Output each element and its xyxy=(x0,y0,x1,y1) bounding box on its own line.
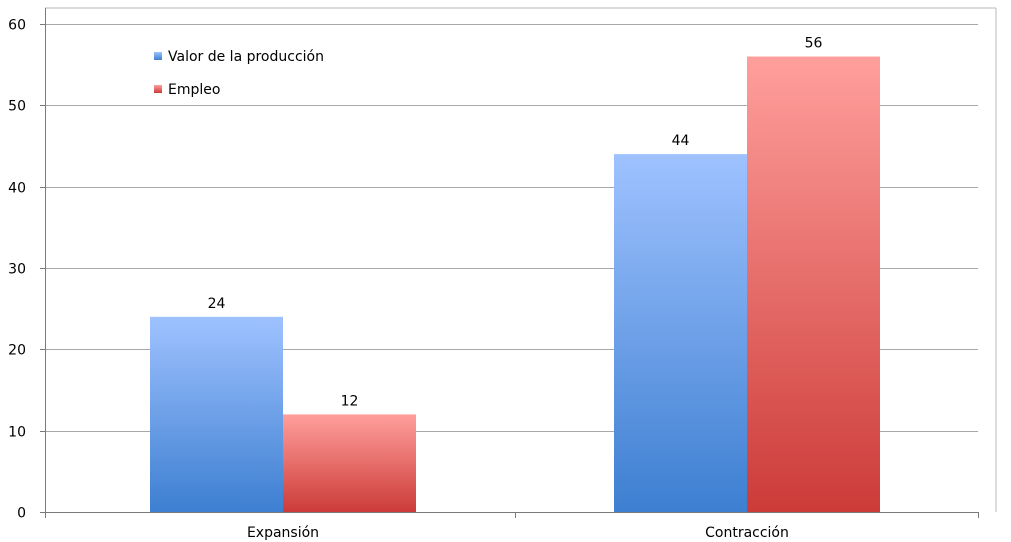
y-tick-label-40: 40 xyxy=(8,181,26,197)
x-tick-label-contraccion: Contracción xyxy=(705,525,789,541)
y-tick-label-0: 0 xyxy=(17,506,26,522)
data-labels: 24 12 44 56 xyxy=(208,36,823,410)
data-label-empleo-expansion: 12 xyxy=(341,393,359,409)
x-tick-label-expansion: Expansión xyxy=(247,525,319,541)
axes: 0 10 20 30 40 50 60 Expansión Contracción xyxy=(8,7,997,541)
legend-label-valor-de-la-produccion: Valor de la producción xyxy=(168,49,324,65)
data-label-valor-de-la-produccion-contraccion: 44 xyxy=(672,133,690,149)
data-label-valor-de-la-produccion-expansion: 24 xyxy=(208,296,226,312)
legend-swatch-valor-de-la-produccion xyxy=(154,52,162,60)
y-tick-label-60: 60 xyxy=(8,18,26,34)
y-tick-label-30: 30 xyxy=(8,262,26,278)
y-tick-label-20: 20 xyxy=(8,343,26,359)
legend: Valor de la producción Empleo xyxy=(154,49,324,98)
bars xyxy=(150,56,880,513)
y-tick-label-50: 50 xyxy=(8,99,26,115)
bar-valor-de-la-produccion-expansion xyxy=(150,316,283,512)
y-tick-label-10: 10 xyxy=(8,425,26,441)
data-label-empleo-contraccion: 56 xyxy=(805,36,823,52)
bar-valor-de-la-produccion-contraccion xyxy=(614,154,747,512)
bar-empleo-contraccion xyxy=(747,56,880,513)
legend-label-empleo: Empleo xyxy=(168,82,220,98)
legend-swatch-empleo xyxy=(154,85,162,93)
bar-empleo-expansion xyxy=(283,414,416,512)
